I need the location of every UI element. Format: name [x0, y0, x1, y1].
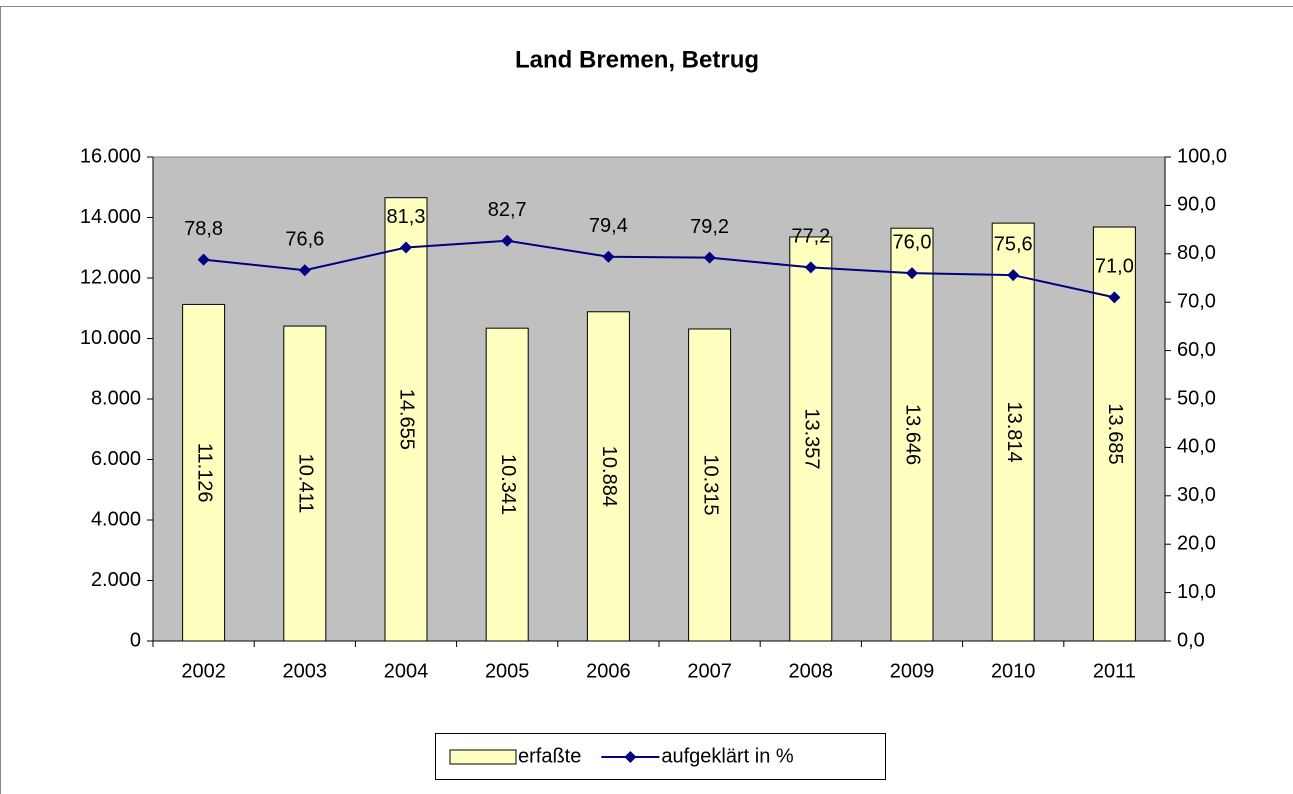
marker — [804, 261, 817, 274]
x-tick-label: 2009 — [890, 660, 935, 682]
bar-value-label: 10.884 — [598, 446, 620, 507]
y-tick-label: 16.000 — [80, 145, 141, 167]
y2-tick-label: 90,0 — [1177, 194, 1216, 216]
bar-value-label: 11.126 — [193, 443, 215, 503]
y-tick-label: 10.000 — [80, 327, 141, 349]
y-tick-label: 12.000 — [80, 266, 141, 288]
line — [203, 239, 1115, 299]
line-value-label: 82,7 — [488, 199, 527, 221]
y2-tick-label: 20,0 — [1177, 532, 1216, 554]
y-tick-label: 14.000 — [80, 206, 141, 228]
bar-value-label: 13.357 — [801, 408, 823, 469]
marker — [1007, 269, 1020, 282]
y2-tick-label: 0,0 — [1177, 629, 1205, 651]
legend-label: aufgeklärt in % — [661, 745, 794, 767]
y-tick-label: 2.000 — [91, 569, 141, 591]
bar — [991, 222, 1035, 642]
bar-value-label: 14.655 — [396, 389, 418, 450]
x-tick-label: 2011 — [1093, 660, 1136, 682]
line-value-label: 78,8 — [184, 218, 223, 240]
marker — [906, 267, 918, 280]
bar — [283, 325, 327, 642]
line-value-label: 79,4 — [589, 215, 628, 237]
y-tick-label: 6.000 — [91, 448, 141, 470]
bar-value-label: 13.814 — [1003, 401, 1025, 462]
bar — [384, 197, 428, 642]
line-value-label: 71,0 — [1095, 256, 1134, 278]
y-tick-label: 0 — [130, 629, 141, 651]
x-tick-label: 2006 — [586, 660, 631, 682]
y2-tick-label: 10,0 — [1177, 581, 1216, 603]
legend-marker — [624, 751, 637, 763]
marker — [1108, 291, 1121, 304]
y2-tick-label: 30,0 — [1177, 484, 1216, 506]
bar-value-label: 13.685 — [1104, 403, 1126, 464]
y2-tick-label: 70,0 — [1177, 290, 1216, 312]
line-value-label: 76,0 — [893, 231, 932, 253]
x-tick-label: 2007 — [687, 660, 732, 682]
x-tick-label: 2005 — [485, 660, 530, 682]
x-tick-label: 2008 — [789, 660, 834, 682]
x-tick-label: 2002 — [181, 660, 226, 682]
bar — [182, 303, 226, 642]
marker — [501, 234, 514, 247]
bar-value-label: 10.315 — [699, 454, 721, 515]
bar — [688, 328, 732, 642]
y2-tick-label: 100,0 — [1177, 145, 1227, 167]
y2-tick-label: 60,0 — [1177, 339, 1216, 361]
legend-swatch — [449, 749, 517, 765]
bar — [789, 236, 833, 642]
bar-value-label: 10.411 — [295, 454, 317, 514]
x-tick-label: 2010 — [991, 660, 1036, 682]
line-value-label: 75,6 — [994, 233, 1033, 255]
y2-tick-label: 80,0 — [1177, 242, 1216, 264]
line-value-label: 77,2 — [791, 226, 830, 248]
bar — [890, 227, 934, 642]
line-value-label: 76,6 — [285, 229, 324, 251]
marker — [602, 250, 615, 263]
bar-value-label: 10.341 — [497, 454, 519, 515]
bar — [586, 311, 630, 642]
y-tick-label: 8.000 — [91, 387, 141, 409]
marker — [400, 241, 412, 254]
x-tick-label: 2004 — [384, 660, 429, 682]
y-tick-label: 4.000 — [91, 508, 141, 530]
legend-box — [435, 733, 886, 780]
legend-label: erfaßte — [518, 745, 581, 767]
marker — [197, 253, 210, 266]
line-value-label: 79,2 — [690, 216, 729, 238]
marker — [703, 251, 716, 264]
chart-title: Land Bremen, Betrug — [515, 46, 759, 73]
line-value-label: 81,3 — [387, 206, 426, 228]
x-tick-label: 2003 — [283, 660, 328, 682]
y2-tick-label: 40,0 — [1177, 436, 1216, 458]
y2-tick-label: 50,0 — [1177, 387, 1216, 409]
bar-value-label: 13.646 — [902, 404, 924, 465]
marker — [298, 264, 311, 277]
bar — [485, 327, 529, 642]
